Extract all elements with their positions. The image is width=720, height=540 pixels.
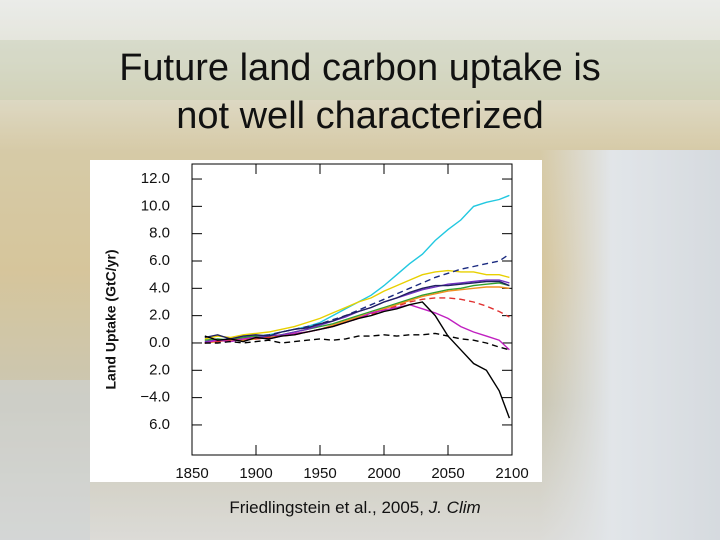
series-line: [204, 282, 510, 341]
series-line: [204, 280, 510, 340]
x-tick-label: 1950: [303, 465, 336, 482]
series-line: [204, 301, 511, 419]
y-tick-label: 4.0: [149, 279, 170, 296]
x-tick-label: 1900: [239, 465, 272, 482]
citation-text: Friedlingstein et al., 2005,: [229, 498, 429, 517]
chart: 12.0 10.0 8.0 6.0 4.0 2.0 0.0 2.0 −4.0 6.0 1850 190…: [90, 160, 542, 482]
x-tick-label: 1850: [175, 465, 208, 482]
y-tick-label: 2.0: [149, 307, 170, 324]
x-tick-label: 2050: [431, 465, 464, 482]
y-tick-label: 2.0: [149, 361, 170, 378]
series-line: [204, 269, 510, 340]
y-tick-label: 8.0: [149, 225, 170, 242]
citation: Friedlingstein et al., 2005, J. Clim: [0, 498, 710, 518]
series-line: [204, 297, 510, 344]
y-axis-label: Land Uptake (GtC/yr): [103, 249, 119, 389]
title-line: not well characterized: [176, 95, 544, 137]
x-tick-label: 2100: [495, 465, 528, 482]
citation-journal: J. Clim: [428, 498, 481, 517]
y-tick-label: 6.0: [149, 416, 170, 433]
y-tick-label: 6.0: [149, 252, 170, 269]
y-tick-label: 12.0: [141, 170, 170, 187]
y-tick-label: 10.0: [141, 197, 170, 214]
plot-frame: [191, 163, 513, 456]
y-tick-label: 0.0: [149, 334, 170, 351]
series-line: [204, 332, 510, 351]
y-tick-label: −4.0: [140, 389, 170, 406]
x-tick-label: 2000: [367, 465, 400, 482]
title-line: Future land carbon uptake is: [119, 47, 601, 89]
slide-title: Future land carbon uptake is not well ch…: [0, 44, 720, 140]
